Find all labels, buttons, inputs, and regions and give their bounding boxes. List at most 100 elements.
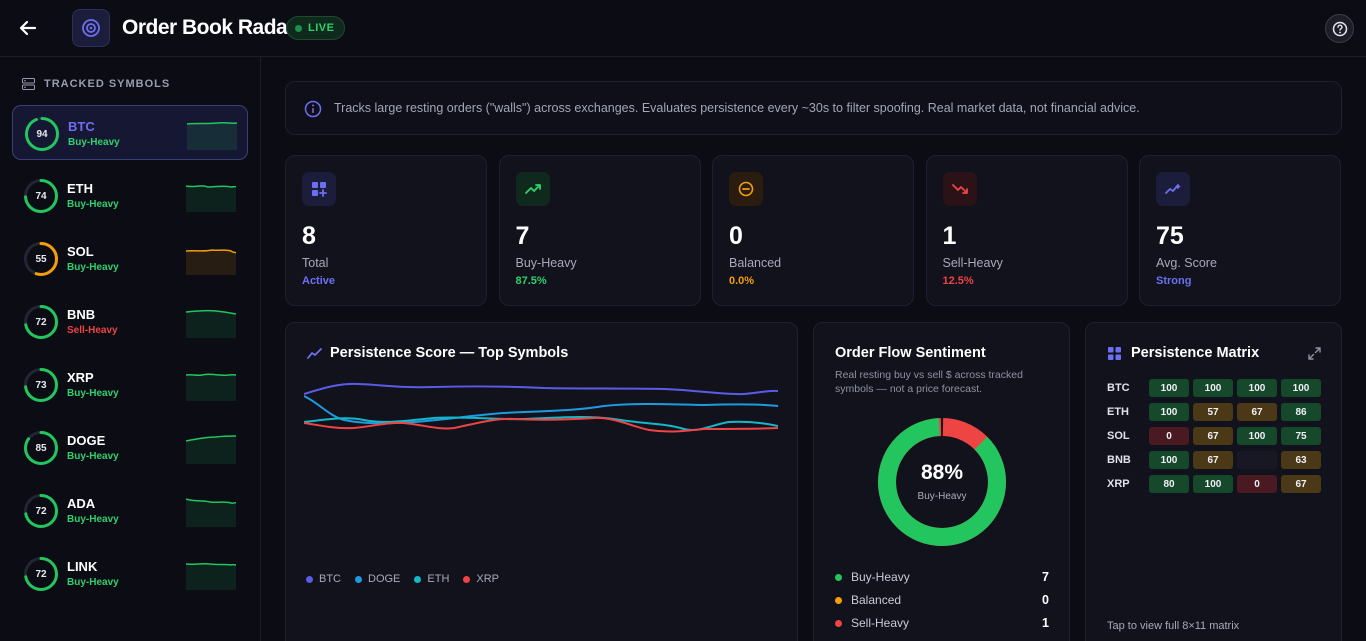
matrix-cell[interactable]: 67: [1193, 427, 1233, 445]
score-ring: [25, 117, 59, 151]
matrix-title: Persistence Matrix: [1131, 345, 1260, 361]
matrix-cell[interactable]: 80: [1149, 475, 1189, 493]
live-dot-icon: [295, 24, 302, 32]
sparkline: [187, 121, 237, 150]
symbol-name: BNB: [67, 307, 96, 322]
legend-dot-icon: [306, 575, 313, 583]
matrix-cell[interactable]: 100: [1149, 403, 1189, 421]
sidebar-item-bnb[interactable]: 72 BNB Sell-Heavy: [12, 294, 248, 349]
score-ring-arc: [24, 305, 58, 339]
symbol-name: LINK: [67, 559, 98, 574]
symbol-name: DOGE: [67, 433, 106, 448]
sentiment-subtitle: Real resting buy vs sell $ across tracke…: [835, 369, 1023, 395]
help-button[interactable]: [1325, 14, 1354, 43]
legend-item-btc: BTC: [306, 573, 341, 585]
live-label: LIVE: [308, 22, 335, 34]
sidebar-item-doge[interactable]: 85 DOGE Buy-Heavy: [12, 420, 248, 475]
matrix-cell[interactable]: 100: [1149, 451, 1189, 469]
server-icon: [22, 78, 35, 90]
matrix-cell[interactable]: 67: [1193, 451, 1233, 469]
matrix-cell[interactable]: 0: [1149, 427, 1189, 445]
status-dot-icon: [835, 573, 842, 581]
score-ring-arc: [24, 494, 58, 528]
sentiment-row-label: Sell-Heavy: [851, 616, 910, 630]
matrix-cell[interactable]: 100: [1193, 475, 1233, 493]
matrix-cell[interactable]: 75: [1281, 427, 1321, 445]
sidebar-item-link[interactable]: 72 LINK Buy-Heavy: [12, 546, 248, 601]
matrix-cell[interactable]: 100: [1281, 379, 1321, 397]
matrix-cell[interactable]: 0: [1237, 475, 1277, 493]
sentiment-row-count: 7: [1042, 570, 1049, 584]
score-ring-arc: [24, 179, 58, 213]
score-ring-value: 85: [35, 442, 47, 454]
score-ring-value: 72: [35, 505, 47, 517]
sparkline: [186, 249, 236, 275]
score-ring: [24, 557, 58, 591]
sidebar-item-sol[interactable]: 55 SOL Buy-Heavy: [12, 231, 248, 286]
matrix-cell[interactable]: 63: [1281, 451, 1321, 469]
series-line-eth: [304, 415, 779, 431]
matrix-row-label: SOL: [1107, 430, 1130, 442]
matrix-cell[interactable]: 57: [1193, 403, 1233, 421]
score-ring: [24, 242, 58, 276]
sentiment-donut-chart: [878, 418, 1006, 546]
back-button[interactable]: [16, 16, 40, 40]
series-line-btc: [304, 382, 779, 396]
stat-subtext: Strong: [1156, 275, 1192, 287]
app-logo: [72, 9, 110, 47]
sidebar-item-xrp[interactable]: 73 XRP Buy-Heavy: [12, 357, 248, 412]
matrix-cell[interactable]: 100: [1193, 379, 1233, 397]
minus-circle-icon: [729, 172, 763, 206]
sentiment-title: Order Flow Sentiment: [835, 345, 986, 361]
score-ring-arc: [24, 368, 58, 402]
symbol-name: XRP: [67, 370, 94, 385]
matrix-cell[interactable]: 86: [1281, 403, 1321, 421]
symbol-status: Buy-Heavy: [67, 388, 119, 399]
sparkline: [186, 373, 236, 401]
sidebar-item-eth[interactable]: 74 ETH Buy-Heavy: [12, 168, 248, 223]
matrix-cell[interactable]: 100: [1149, 379, 1189, 397]
symbol-status: Buy-Heavy: [67, 262, 119, 273]
score-ring-value: 74: [35, 190, 47, 202]
symbol-name: ADA: [67, 496, 96, 511]
score-ring-arc: [24, 242, 58, 276]
score-ring-value: 55: [35, 253, 47, 265]
score-ring-arc: [25, 117, 59, 151]
stat-subtext: 87.5%: [515, 275, 547, 287]
persistence-chart-title: Persistence Score — Top Symbols: [330, 345, 569, 361]
expand-icon[interactable]: [1308, 347, 1321, 360]
score-ring-arc: [24, 431, 58, 465]
live-badge: LIVE: [286, 16, 346, 40]
score-ring: [24, 494, 58, 528]
stat-label: Balanced: [729, 256, 782, 270]
symbol-status: Buy-Heavy: [67, 199, 119, 210]
score-ring: [24, 368, 58, 402]
legend-item-doge: DOGE: [355, 573, 400, 585]
matrix-cell[interactable]: 67: [1281, 475, 1321, 493]
sentiment-row-count: 1: [1042, 616, 1049, 630]
matrix-footer-link[interactable]: Tap to view full 8×11 matrix: [1107, 620, 1240, 632]
persistence-legend: BTC DOGE ETH XRP: [306, 573, 499, 585]
stat-label: Buy-Heavy: [515, 256, 577, 270]
legend-dot-icon: [463, 575, 471, 583]
sparkline: [186, 498, 236, 527]
sidebar-item-ada[interactable]: 72 ADA Buy-Heavy: [12, 483, 248, 538]
stat-value: 1: [942, 222, 957, 250]
matrix-cell[interactable]: [1237, 451, 1277, 469]
sentiment-panel: Order Flow Sentiment Real resting buy vs…: [813, 322, 1070, 641]
symbol-name: BTC: [68, 119, 95, 134]
matrix-cell[interactable]: 100: [1237, 379, 1277, 397]
app-title: Order Book Radar: [122, 16, 295, 39]
score-ring-value: 73: [35, 379, 47, 391]
stat-card-balanced: 0 Balanced 0.0%: [712, 155, 914, 306]
donut-slice-buy-heavy: [878, 418, 1006, 546]
sentiment-row-balanced: Balanced 0: [835, 592, 1049, 608]
sentiment-row-label: Buy-Heavy: [851, 570, 910, 584]
sidebar-item-btc[interactable]: 94 BTC Buy-Heavy: [12, 105, 248, 160]
matrix-cell[interactable]: 67: [1237, 403, 1277, 421]
info-text: Tracks large resting orders ("walls") ac…: [334, 101, 1140, 115]
persistence-chart-panel: Persistence Score — Top Symbols BTC DOGE E…: [285, 322, 798, 641]
score-ring: [24, 431, 58, 465]
matrix-row-label: BTC: [1107, 382, 1130, 394]
matrix-cell[interactable]: 100: [1237, 427, 1277, 445]
